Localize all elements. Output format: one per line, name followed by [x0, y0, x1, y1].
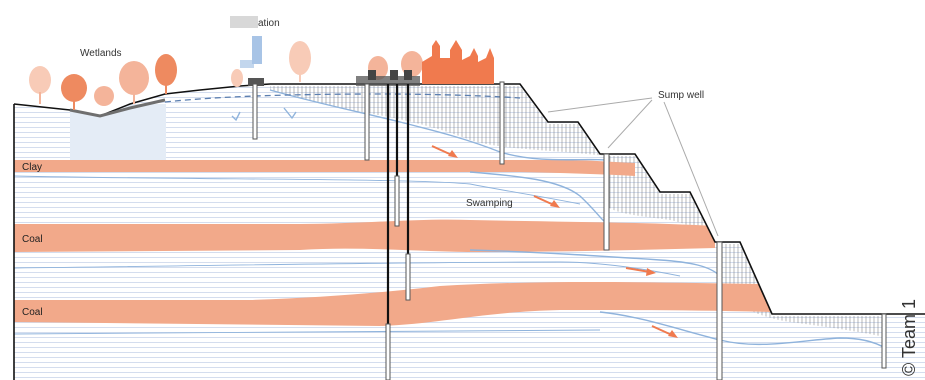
infiltration-label-redaction: [230, 16, 258, 28]
sump-well-icon: [716, 241, 723, 380]
coal-label-upper: Coal: [22, 234, 43, 245]
flow-arrow-icon: [533, 195, 560, 208]
flow-arrow-icon: [625, 267, 656, 276]
well-icon: [252, 83, 258, 140]
sump-well-label: Sump well: [658, 90, 704, 101]
tree-icon: [289, 41, 311, 82]
water-table-drawdown-lower: [599, 311, 886, 349]
groundwater-contour-3: [13, 329, 601, 335]
unsaturated-zone-upper: [270, 86, 605, 156]
water-table-drawdown-upper: [269, 89, 606, 161]
well-icon: [394, 84, 400, 227]
clay-layer: [14, 160, 635, 176]
well-icon: [385, 84, 391, 380]
coal-seam-upper: [14, 219, 715, 252]
copyright-text: © Team 1: [899, 299, 919, 376]
tree-icon: [231, 69, 243, 87]
clay-label: Clay: [22, 162, 42, 173]
coal-seam-lower: [14, 282, 772, 326]
water-table-drawdown-mid: [469, 171, 606, 223]
sump-well-leaders: [547, 97, 719, 237]
groundwater-contour-1: [13, 175, 581, 205]
tree-icon: [155, 54, 177, 94]
sump-well-icon: [603, 153, 610, 251]
well-icon: [405, 84, 411, 301]
terrain-surface-line: [13, 83, 925, 380]
well-icon: [881, 313, 887, 369]
well-icon: [364, 83, 370, 161]
groundwater-contour-2: [13, 261, 681, 277]
flow-arrows: [431, 145, 678, 338]
unsaturated-zone-lower: [720, 244, 880, 336]
wetlands-label: Wetlands: [80, 48, 122, 59]
wells: [252, 81, 887, 380]
infiltration-icon: [231, 36, 297, 122]
pumping-infrastructure: [248, 70, 420, 86]
flow-arrow-icon: [651, 325, 678, 338]
flow-arrow-icon: [431, 145, 458, 158]
coal-label-lower: Coal: [22, 307, 43, 318]
tree-icon: [94, 86, 114, 106]
wetland-pool: [69, 98, 166, 118]
building-icon: [422, 40, 494, 84]
well-icon: [499, 81, 505, 165]
tree-icon: [29, 66, 51, 104]
water-table-lines: [13, 89, 886, 349]
water-table-drawdown-coal: [469, 249, 721, 277]
perched-water-dashed-line: [164, 93, 521, 103]
tree-icon: [61, 74, 87, 110]
unsaturated-zone-mid: [605, 156, 720, 244]
infiltration-label: ation: [258, 18, 280, 29]
swamping-label: Swamping: [466, 198, 513, 209]
town-buildings: [422, 40, 494, 84]
tree-icon: [119, 61, 149, 104]
